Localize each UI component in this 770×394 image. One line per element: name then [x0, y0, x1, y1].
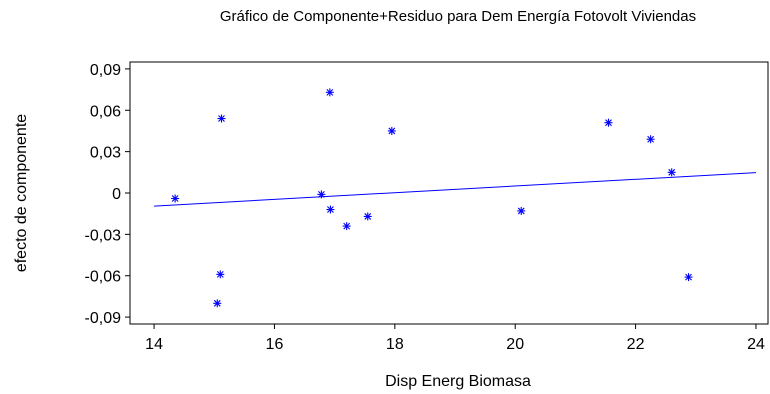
y-tick-label: -0,03: [85, 227, 122, 244]
x-tick-label: 18: [386, 336, 404, 353]
data-point: [342, 222, 351, 231]
y-tick-label: 0,09: [90, 62, 121, 79]
data-point: [216, 270, 225, 279]
y-tick-label: 0,03: [90, 145, 121, 162]
data-point: [646, 135, 655, 144]
x-axis: 14 16 18 20 22 24: [145, 324, 765, 353]
y-tick-label: -0,09: [85, 310, 122, 327]
data-point: [213, 299, 222, 308]
data-points: [171, 88, 693, 308]
y-tick-label: 0: [112, 186, 121, 203]
x-tick-label: 24: [747, 336, 765, 353]
y-axis: 0,09 0,06 0,03 0 -0,03 -0,06 -0,09: [85, 62, 130, 327]
data-point: [667, 168, 676, 177]
x-tick-label: 22: [627, 336, 645, 353]
data-point: [317, 190, 326, 199]
x-tick-label: 20: [506, 336, 524, 353]
data-point: [217, 114, 226, 123]
data-point: [326, 205, 335, 214]
data-point: [325, 88, 334, 97]
x-axis-label: Disp Energ Biomasa: [385, 373, 531, 390]
data-point: [517, 206, 526, 215]
data-point: [387, 126, 396, 135]
plot-area: [129, 61, 769, 325]
data-point: [363, 212, 372, 221]
chart-title: Gráfico de Componente+Residuo para Dem E…: [220, 8, 696, 25]
y-tick-label: -0,06: [85, 269, 122, 286]
x-tick-label: 16: [266, 336, 284, 353]
y-axis-label: efecto de componente: [13, 114, 30, 272]
data-point: [171, 194, 180, 203]
data-point: [684, 273, 693, 282]
y-tick-label: 0,06: [90, 103, 121, 120]
fit-line: [154, 172, 756, 207]
data-point: [604, 118, 613, 127]
x-tick-label: 14: [145, 336, 163, 353]
